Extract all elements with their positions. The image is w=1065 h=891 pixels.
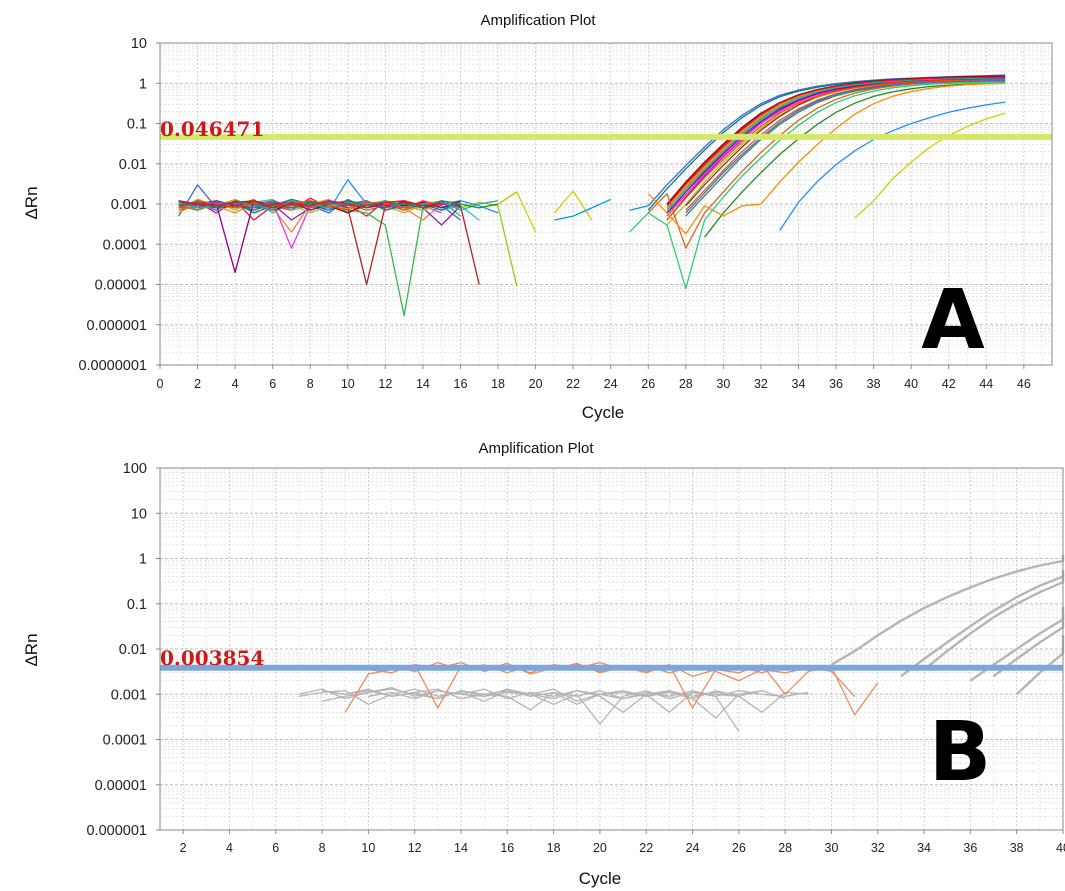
y-tick-label: 1	[139, 76, 147, 92]
x-tick-label: 26	[732, 841, 746, 855]
x-tick-label: 46	[1017, 377, 1031, 391]
panel-a: Amplification Plot ΔRn Cycle 0.046471 0 2…	[22, 12, 1052, 422]
x-tick-label: 24	[604, 377, 618, 391]
x-tick-label: 36	[963, 841, 977, 855]
x-tick-label: 8	[307, 377, 314, 391]
y-tick-label: 0.000001	[87, 823, 147, 839]
plot-grid	[160, 468, 1063, 830]
y-tick-label: 0.000001	[87, 318, 147, 334]
x-tick-label: 10	[361, 841, 375, 855]
y-tick-label: 0.01	[119, 157, 147, 173]
x-tick-label: 14	[416, 377, 430, 391]
y-tick-label: 100	[123, 461, 147, 477]
x-tick-label: 16	[454, 377, 468, 391]
x-tick-label: 30	[716, 377, 730, 391]
y-tick-label: 0.01	[119, 642, 147, 658]
x-tick-label: 16	[500, 841, 514, 855]
y-tick-label: 0.0001	[103, 733, 147, 749]
x-tick-label: 4	[232, 377, 239, 391]
y-axis-label: ΔRn	[22, 186, 41, 219]
x-tick-label: 28	[679, 377, 693, 391]
x-tick-label: 24	[686, 841, 700, 855]
chart-title: Amplification Plot	[478, 440, 594, 457]
x-tick-label: 22	[566, 377, 580, 391]
x-tick-label: 34	[792, 377, 806, 391]
y-tick-label: 0.1	[127, 117, 147, 133]
y-tick-labels: 10 1 0.1 0.01 0.001 0.0001 0.00001 0.000001 0.00…	[78, 36, 160, 374]
x-tick-labels: 0 2 4 6 8 10 12 14 16 18 20 22 24 26 28 30 32 34 36 38 40 42 4…	[157, 365, 1031, 391]
threshold-value-label: 0.003854	[160, 646, 264, 670]
y-tick-label: 10	[131, 506, 147, 522]
y-tick-label: 0.1	[127, 597, 147, 613]
x-tick-label: 42	[942, 377, 956, 391]
x-tick-label: 32	[754, 377, 768, 391]
y-tick-label: 0.001	[111, 197, 147, 213]
x-tick-label: 18	[491, 377, 505, 391]
y-tick-label: 0.001	[111, 687, 147, 703]
y-tick-label: 0.00001	[95, 278, 147, 294]
x-tick-label: 28	[778, 841, 792, 855]
x-tick-label: 2	[180, 841, 187, 855]
x-tick-label: 12	[378, 377, 392, 391]
x-tick-label: 0	[157, 377, 164, 391]
x-tick-label: 30	[825, 841, 839, 855]
x-tick-label: 32	[871, 841, 885, 855]
panel-letter: A	[921, 273, 985, 368]
x-tick-label: 18	[547, 841, 561, 855]
x-axis-label: Cycle	[582, 403, 625, 422]
y-tick-label: 0.0001	[103, 237, 147, 253]
x-tick-label: 4	[226, 841, 233, 855]
x-tick-label: 22	[639, 841, 653, 855]
x-tick-label: 26	[641, 377, 655, 391]
x-tick-label: 44	[979, 377, 993, 391]
x-axis-label: Cycle	[579, 869, 622, 888]
x-tick-label: 20	[529, 377, 543, 391]
x-tick-label: 8	[319, 841, 326, 855]
y-tick-labels: 100 10 1 0.1 0.01 0.001 0.0001 0.00001 0.000001	[87, 461, 160, 839]
y-tick-label: 0.0000001	[78, 358, 147, 374]
threshold-value-label: 0.046471	[160, 117, 264, 141]
x-tick-label: 10	[341, 377, 355, 391]
x-tick-label: 12	[408, 841, 422, 855]
x-tick-label: 20	[593, 841, 607, 855]
x-tick-label: 38	[1010, 841, 1024, 855]
y-tick-label: 1	[139, 552, 147, 568]
chart-title: Amplification Plot	[480, 12, 596, 29]
x-tick-label: 14	[454, 841, 468, 855]
x-tick-label: 40	[904, 377, 918, 391]
x-tick-label: 40	[1056, 841, 1065, 855]
y-tick-label: 0.00001	[95, 778, 147, 794]
x-tick-label: 36	[829, 377, 843, 391]
x-tick-label: 38	[867, 377, 881, 391]
y-axis-label: ΔRn	[22, 633, 41, 666]
panel-letter: B	[929, 705, 992, 800]
x-tick-label: 34	[917, 841, 931, 855]
x-tick-label: 6	[269, 377, 276, 391]
x-tick-label: 6	[272, 841, 279, 855]
x-tick-label: 2	[194, 377, 201, 391]
y-tick-label: 10	[131, 36, 147, 52]
